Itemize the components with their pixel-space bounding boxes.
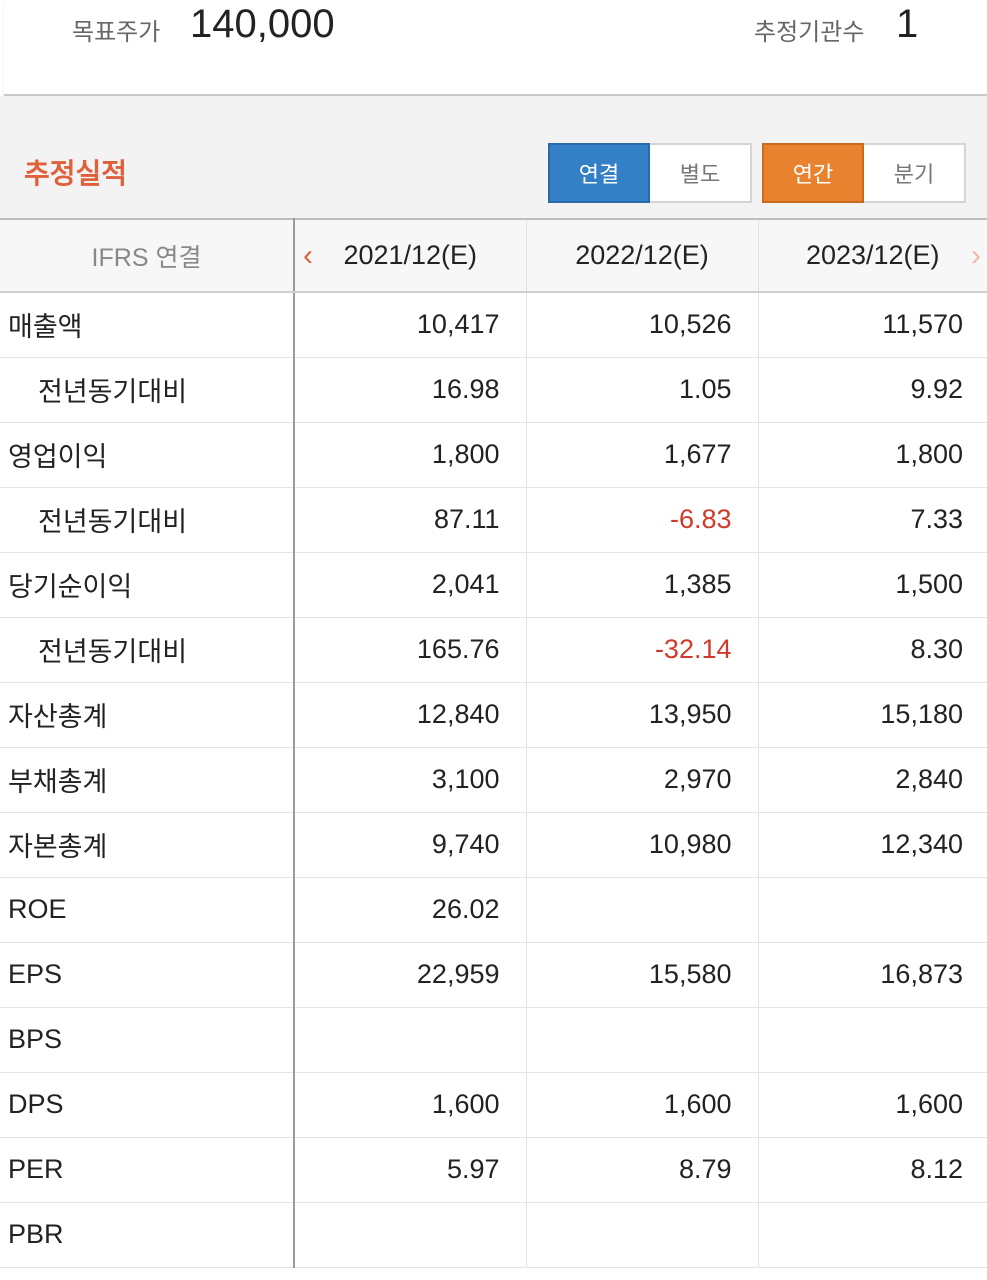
row-label: DPS (0, 1072, 295, 1138)
section-title: 추정실적 (24, 157, 128, 190)
row-label: 영업이익 (0, 422, 295, 488)
year-label: 2021/12(E) (343, 240, 478, 270)
table-row: 전년동기대비 16.98 1.05 9.92 (0, 357, 987, 423)
row-label: 자산총계 (0, 682, 295, 748)
table-row: 당기순이익 2,041 1,385 1,500 (0, 552, 987, 618)
table-row: 매출액 10,417 10,526 11,570 (0, 292, 987, 358)
value-cell: 8.30 (757, 617, 987, 683)
row-label: 부채총계 (0, 747, 295, 813)
row-label: PER (0, 1137, 295, 1203)
table-row: 부채총계 3,100 2,970 2,840 (0, 747, 987, 813)
period-toggle: 연간 분기 (762, 143, 966, 203)
value-cell: 7.33 (757, 487, 987, 553)
year-column-header: 2023/12(E) › (757, 218, 987, 293)
basis-toggle: 연결 별도 (548, 143, 752, 203)
value-cell: 12,840 (293, 682, 526, 748)
value-cell: 1,677 (525, 422, 758, 488)
estimator-count-value: 1 (896, 2, 919, 46)
accounting-basis-label: IFRS 연결 (0, 218, 295, 293)
row-label: 전년동기대비 (0, 357, 295, 423)
table-row: DPS 1,600 1,600 1,600 (0, 1072, 987, 1138)
value-cell: 1,600 (525, 1072, 758, 1138)
year-column-header: 2022/12(E) (525, 218, 758, 293)
row-label: PBR (0, 1202, 295, 1268)
value-cell: 2,840 (757, 747, 987, 813)
row-label: EPS (0, 942, 295, 1008)
value-cell: 1,800 (757, 422, 987, 488)
value-cell: 5.97 (293, 1137, 526, 1203)
table-row: 자본총계 9,740 10,980 12,340 (0, 812, 987, 878)
value-cell (525, 1007, 758, 1073)
value-cell: 87.11 (293, 487, 526, 553)
value-cell: 2,041 (293, 552, 526, 618)
value-cell: 8.12 (757, 1137, 987, 1203)
basis-separate-button[interactable]: 별도 (650, 143, 752, 203)
value-cell: 2,970 (525, 747, 758, 813)
target-price-label: 목표주가 (72, 18, 161, 46)
table-row: EPS 22,959 15,580 16,873 (0, 942, 987, 1008)
value-cell: 3,100 (293, 747, 526, 813)
value-cell: 1,600 (757, 1072, 987, 1138)
estimate-table: IFRS 연결 ‹ 2021/12(E) 2022/12(E) 2023/12(… (0, 218, 987, 1268)
value-cell: 15,180 (757, 682, 987, 748)
value-cell: 1,600 (293, 1072, 526, 1138)
value-cell: 1,800 (293, 422, 526, 488)
value-cell: 10,526 (525, 292, 758, 358)
value-cell: 1,500 (757, 552, 987, 618)
value-cell: 9.92 (757, 357, 987, 423)
value-cell: 10,417 (293, 292, 526, 358)
value-cell (757, 877, 987, 943)
value-cell: 11,570 (757, 292, 987, 358)
value-cell: 165.76 (293, 617, 526, 683)
table-row: ROE 26.02 (0, 877, 987, 943)
period-annual-button[interactable]: 연간 (762, 143, 864, 203)
basis-consolidated-button[interactable]: 연결 (548, 143, 650, 203)
value-cell: -32.14 (525, 617, 758, 683)
value-cell (293, 1202, 526, 1268)
value-cell: 1,385 (525, 552, 758, 618)
row-label: 자본총계 (0, 812, 295, 878)
value-cell: 16.98 (293, 357, 526, 423)
table-row: 전년동기대비 165.76 -32.14 8.30 (0, 617, 987, 683)
value-cell (525, 1202, 758, 1268)
value-cell: 8.79 (525, 1137, 758, 1203)
row-label: 매출액 (0, 292, 295, 358)
summary-card: 목표주가 140,000 추정기관수 1 (4, 0, 987, 96)
value-cell: 9,740 (293, 812, 526, 878)
value-cell (757, 1007, 987, 1073)
row-label: 당기순이익 (0, 552, 295, 618)
estimator-count-label: 추정기관수 (754, 18, 865, 46)
chevron-left-icon[interactable]: ‹ (303, 238, 313, 272)
value-cell: 13,950 (525, 682, 758, 748)
value-cell: 15,580 (525, 942, 758, 1008)
value-cell (525, 877, 758, 943)
table-row: 영업이익 1,800 1,677 1,800 (0, 422, 987, 488)
row-label: BPS (0, 1007, 295, 1073)
year-label: 2023/12(E) (805, 240, 940, 270)
value-cell: 22,959 (293, 942, 526, 1008)
value-cell: 12,340 (757, 812, 987, 878)
table-row: 전년동기대비 87.11 -6.83 7.33 (0, 487, 987, 553)
value-cell (757, 1202, 987, 1268)
value-cell: 10,980 (525, 812, 758, 878)
table-row: 자산총계 12,840 13,950 15,180 (0, 682, 987, 748)
period-quarter-button[interactable]: 분기 (864, 143, 966, 203)
value-cell: 1.05 (525, 357, 758, 423)
year-label: 2022/12(E) (575, 240, 709, 270)
value-cell: 16,873 (757, 942, 987, 1008)
row-label: 전년동기대비 (0, 487, 295, 553)
estimate-section-header: 추정실적 연결 별도 연간 분기 (0, 96, 987, 218)
value-cell (293, 1007, 526, 1073)
table-row: BPS (0, 1007, 987, 1073)
value-cell: 26.02 (293, 877, 526, 943)
table-header-row: IFRS 연결 ‹ 2021/12(E) 2022/12(E) 2023/12(… (0, 218, 987, 293)
year-column-header: ‹ 2021/12(E) (293, 218, 526, 293)
row-label: ROE (0, 877, 295, 943)
target-price-value: 140,000 (190, 2, 335, 46)
table-row: PER 5.97 8.79 8.12 (0, 1137, 987, 1203)
table-row: PBR (0, 1202, 987, 1268)
chevron-right-icon[interactable]: › (971, 238, 981, 272)
value-cell: -6.83 (525, 487, 758, 553)
row-label: 전년동기대비 (0, 617, 295, 683)
